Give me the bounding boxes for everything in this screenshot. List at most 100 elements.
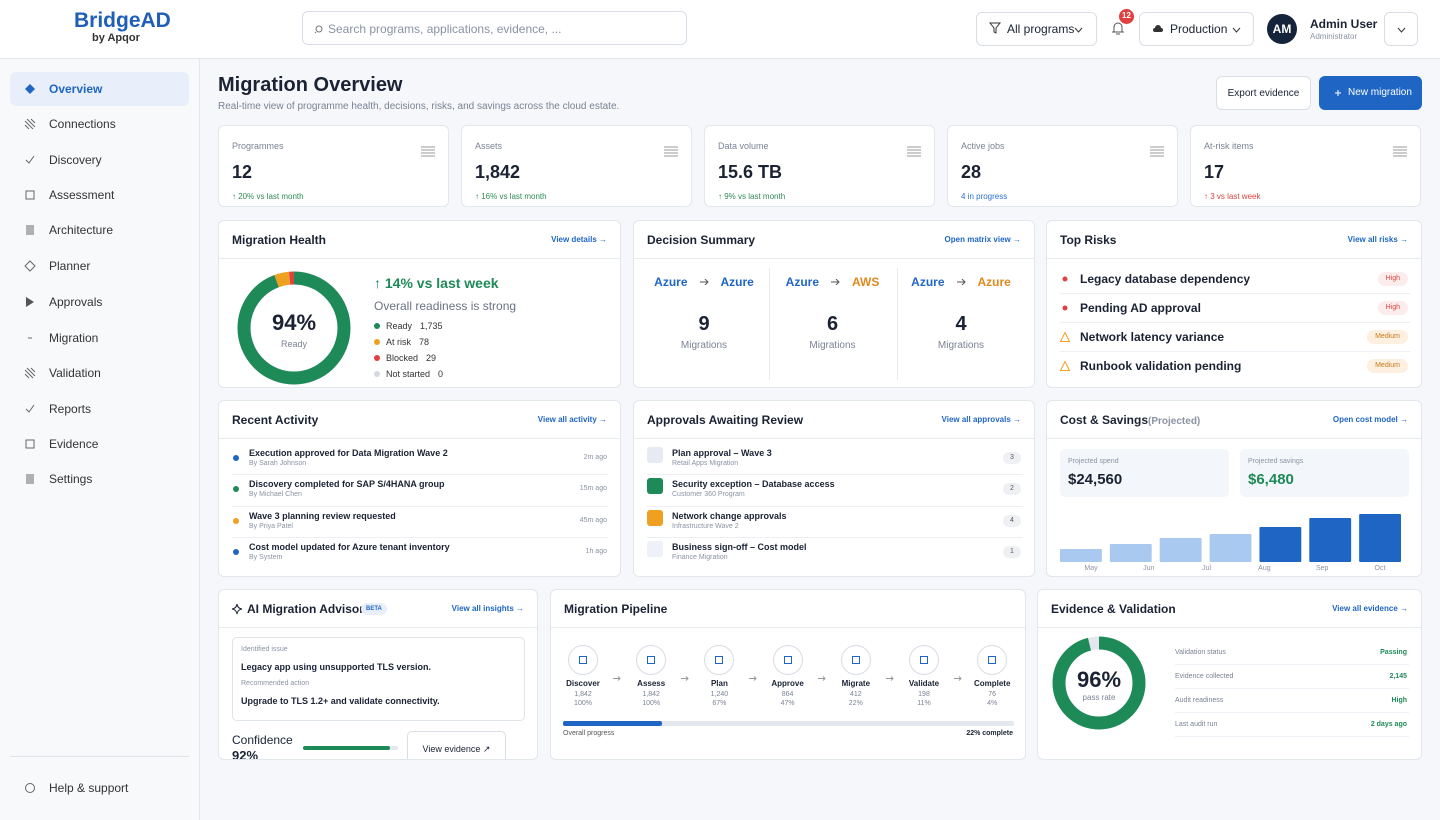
card-link[interactable]: View all approvals → xyxy=(941,415,1021,424)
icon-part xyxy=(315,25,323,33)
confidence-fill xyxy=(303,746,391,750)
icon-part xyxy=(1062,276,1068,282)
chevron xyxy=(1397,27,1406,33)
help-link[interactable]: Help & support xyxy=(49,781,129,795)
view-evidence-label: View evidence ↗ xyxy=(422,744,491,754)
card-title: Approvals Awaiting Review xyxy=(647,413,804,427)
card-title: Recent Activity xyxy=(232,413,319,427)
approval-sub: Finance Migration xyxy=(672,553,728,561)
kpi-note: ↑ 3 vs last week xyxy=(1204,192,1261,201)
legend-value: 29 xyxy=(426,353,437,363)
route-to: Azure xyxy=(720,275,754,289)
activity-by: By Sarah Johnson xyxy=(249,460,307,467)
cost-bar xyxy=(1209,534,1252,562)
step-count: 412 xyxy=(849,691,862,698)
step-circle xyxy=(568,645,598,675)
export-button[interactable]: Export evidence xyxy=(1216,76,1311,110)
approval-count: 2 xyxy=(1003,483,1021,496)
icon-part xyxy=(25,84,35,94)
risk-level: Medium xyxy=(1367,330,1408,344)
card-link[interactable]: View details → xyxy=(551,235,607,244)
kpi-card: Assets 1,842 ↑ 16% vs last month xyxy=(461,125,692,207)
step-name: Plan xyxy=(710,679,728,688)
evidence-row-value: 2 days ago xyxy=(1370,721,1407,728)
decision-route: Azure Azure xyxy=(901,275,1021,289)
cost-bar xyxy=(1309,518,1352,562)
x-axis-label: Oct xyxy=(1374,565,1386,572)
nav-item[interactable]: Assessment xyxy=(49,188,115,202)
donut-value: 96% xyxy=(1076,667,1122,692)
notification-badge xyxy=(1119,9,1134,24)
nav-item[interactable]: Validation xyxy=(49,366,101,380)
health-summary: Overall readiness is strong xyxy=(374,299,517,313)
step-arrow xyxy=(613,676,621,681)
icon-part xyxy=(26,297,34,307)
card-link[interactable]: View all activity → xyxy=(537,415,607,424)
route-from: Azure xyxy=(911,275,945,289)
kpi-note: ↑ 20% vs last month xyxy=(232,192,304,201)
nav-item[interactable]: Planner xyxy=(49,259,91,273)
nav-item[interactable]: Discovery xyxy=(49,153,102,167)
step-arrow xyxy=(885,676,894,681)
nav-item[interactable]: Reports xyxy=(49,402,92,416)
icon-part xyxy=(25,439,35,449)
column-divider xyxy=(897,268,898,380)
chevron xyxy=(1074,27,1083,33)
cost-chart xyxy=(1060,514,1401,562)
new-migration-button[interactable]: New migration xyxy=(1319,76,1422,110)
card-link[interactable]: View all risks → xyxy=(1347,235,1408,244)
confidence-label: Confidence xyxy=(232,733,293,747)
step-icon xyxy=(579,656,587,664)
legend-item: Ready 1,735 xyxy=(374,319,443,333)
pipeline-card: Migration Pipeline Discover 1,842 100% Asses… xyxy=(550,589,1026,760)
icon-part xyxy=(749,676,758,681)
step-circle xyxy=(704,645,735,675)
card-link[interactable]: View all insights → xyxy=(451,604,524,613)
decision-label: Migrations xyxy=(680,340,728,351)
nav-item[interactable]: Overview xyxy=(49,82,103,96)
approval-icon xyxy=(647,540,663,557)
step-name: Assess xyxy=(637,679,666,688)
activity-dot xyxy=(233,548,239,555)
nav-icon xyxy=(25,155,35,164)
card-link[interactable]: View all evidence → xyxy=(1332,604,1408,613)
icon-part xyxy=(699,279,709,285)
approvals-card: Approvals Awaiting Review View all approv… xyxy=(633,400,1035,577)
nav-icon xyxy=(26,225,34,235)
card-title: Migration Health xyxy=(232,233,327,247)
risk-icon xyxy=(1059,331,1071,342)
approval-count: 3 xyxy=(1003,452,1021,464)
nav-item[interactable]: Migration xyxy=(49,331,99,345)
activity-by: By System xyxy=(249,553,283,561)
x-axis-label: Jul xyxy=(1202,565,1212,572)
card-link[interactable]: Open matrix view → xyxy=(944,235,1021,244)
legend-item: At risk 78 xyxy=(374,335,429,349)
nav-item[interactable]: Connections xyxy=(49,117,116,131)
kpi-value: 28 xyxy=(961,162,982,182)
nav-item[interactable]: Approvals xyxy=(49,295,103,309)
kpi-note: ↑ 16% vs last month xyxy=(475,192,547,201)
view-evidence-button[interactable]: View evidence ↗ xyxy=(407,731,506,759)
card-link[interactable]: Open cost model → xyxy=(1332,415,1408,424)
icon-part xyxy=(954,676,962,681)
nav-item[interactable]: Architecture xyxy=(49,223,114,237)
card-divider xyxy=(219,258,620,259)
user-role: Administrator xyxy=(1310,32,1358,41)
action-label: Recommended action xyxy=(241,680,310,687)
icon-part xyxy=(26,225,34,235)
icon-part xyxy=(25,783,35,793)
nav-item[interactable]: Evidence xyxy=(49,437,99,451)
account-dropdown[interactable] xyxy=(1384,12,1418,46)
risk-name: Runbook validation pending xyxy=(1080,359,1242,373)
search-box[interactable] xyxy=(302,11,687,45)
kpi-card: At-risk items 17 ↑ 3 vs last week xyxy=(1190,125,1421,207)
icon-part xyxy=(1074,27,1083,33)
card-divider xyxy=(1047,438,1421,439)
icon-part xyxy=(920,656,928,664)
risk-name: Pending AD approval xyxy=(1080,301,1201,315)
evidence-row-label: Last audit run xyxy=(1175,721,1218,728)
nav-item[interactable]: Settings xyxy=(49,472,93,486)
risk-icon xyxy=(1059,360,1071,371)
card-divider xyxy=(1038,627,1421,628)
route-from: Azure xyxy=(654,275,688,289)
